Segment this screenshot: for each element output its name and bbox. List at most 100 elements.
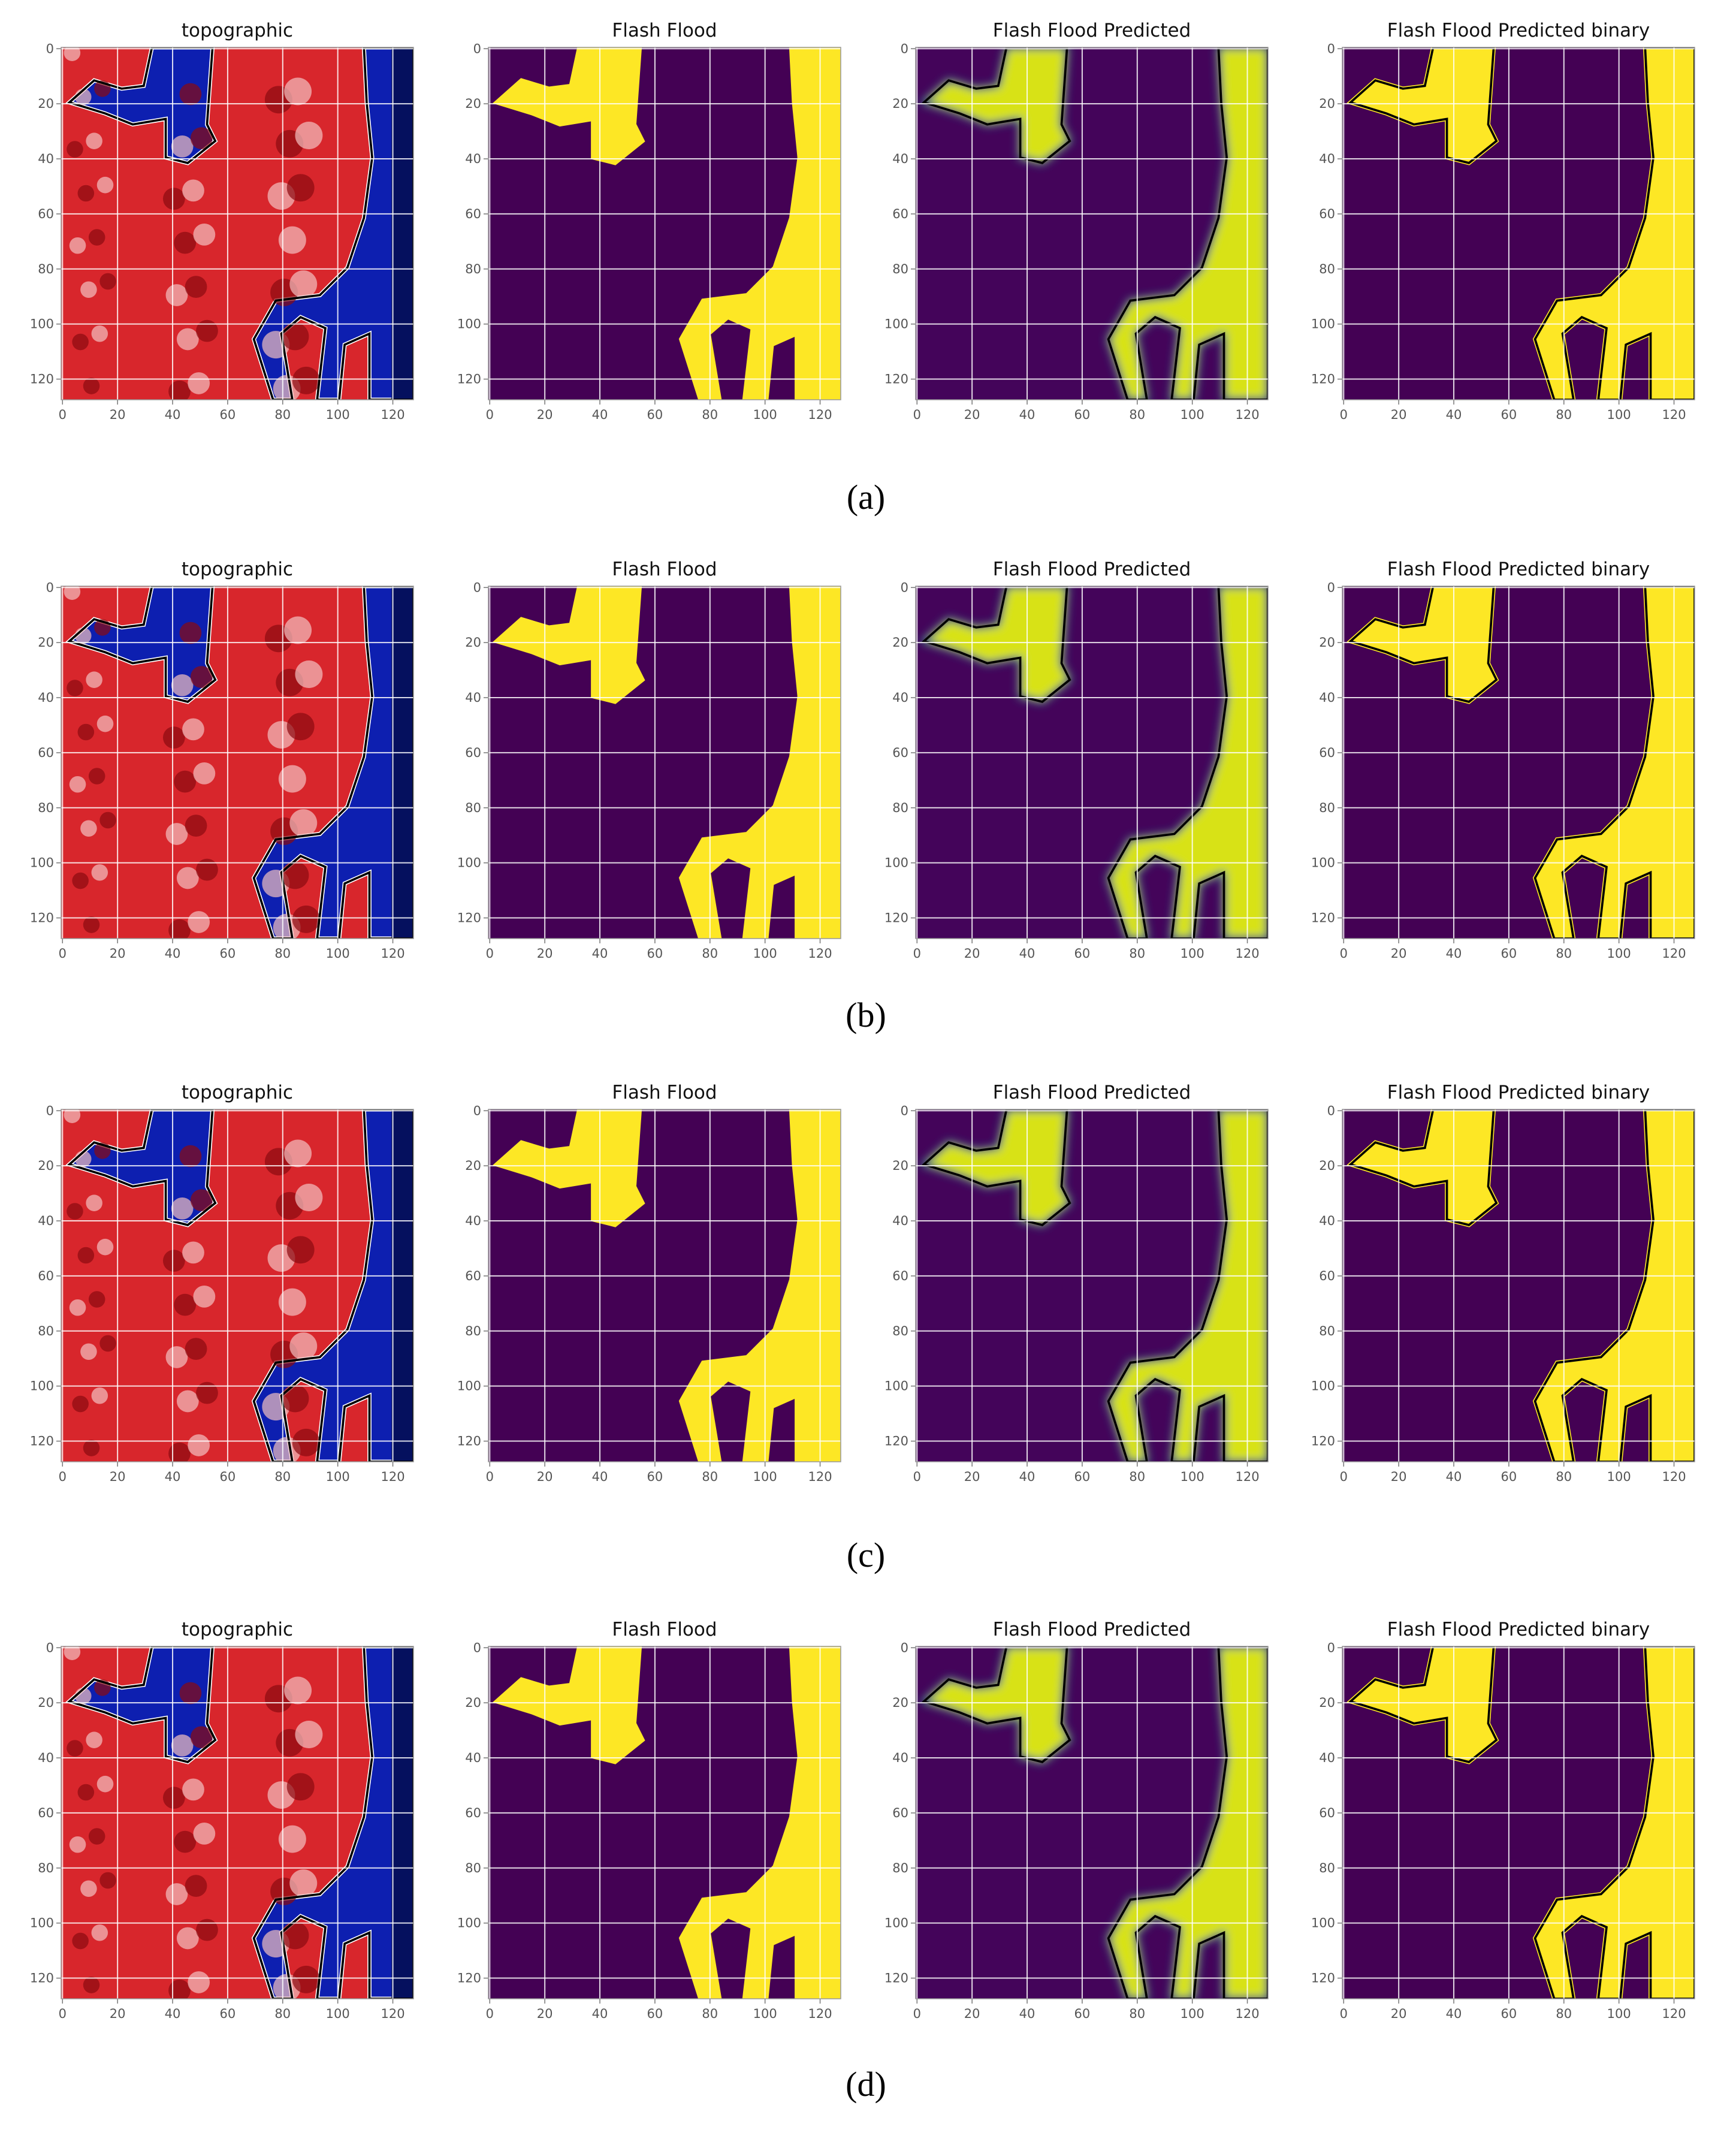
- texture: [96, 715, 114, 732]
- x-tick-label: 20: [964, 946, 980, 961]
- texture: [67, 1203, 83, 1220]
- x-tick-label: 0: [59, 2007, 67, 2021]
- flood-area: [678, 586, 841, 939]
- contour-line: [252, 1646, 413, 1999]
- y-tick-label: 0: [901, 1640, 908, 1655]
- panel: 0 20 40 60 80 100 120 0 20 40 60 80 100 120 topographi…: [30, 1082, 414, 1484]
- contour-line: [922, 1109, 1071, 1226]
- texture: [193, 224, 216, 246]
- texture: [88, 1291, 105, 1308]
- y-tick-label: 100: [457, 317, 481, 331]
- y-tick-label: 40: [1319, 690, 1335, 705]
- texture: [281, 322, 309, 351]
- x-tick-label: 120: [1236, 1470, 1260, 1484]
- y-tick-label: 20: [1319, 1696, 1335, 1710]
- x-tick-label: 60: [1074, 2007, 1091, 2021]
- y-tick-label: 100: [30, 1379, 54, 1393]
- y-tick-label: 100: [30, 317, 54, 331]
- y-tick-label: 20: [465, 635, 481, 650]
- contour: [67, 586, 413, 939]
- texture: [286, 713, 315, 741]
- x-tick-label: 80: [1556, 946, 1572, 961]
- y-tick-label: 60: [465, 1269, 481, 1283]
- texture: [190, 1189, 213, 1211]
- y-tick-label: 60: [465, 1806, 481, 1820]
- x-tick-label: 60: [1074, 408, 1091, 422]
- x-tick-label: 120: [808, 408, 832, 422]
- caption: (c): [847, 1535, 885, 1574]
- texture: [182, 1778, 204, 1801]
- x-tick-label: 20: [1391, 946, 1407, 961]
- x-tick-label: 60: [220, 408, 236, 422]
- image: [488, 1109, 841, 1462]
- x-tick-label: 120: [808, 1470, 832, 1484]
- x-tick-label: 0: [1340, 2007, 1348, 2021]
- x-tick-label: 80: [702, 946, 718, 961]
- x-tick-label: 100: [326, 946, 350, 961]
- texture: [286, 174, 315, 202]
- y-tick-label: 80: [465, 1861, 481, 1875]
- axes-frame: [61, 1646, 414, 1999]
- x-tick-label: 0: [486, 2007, 494, 2021]
- contour: [922, 586, 1268, 939]
- image: [916, 586, 1268, 939]
- panel: 0 20 40 60 80 100 120 0 20 40 60 80 100 120 Flash Floo…: [1311, 1619, 1695, 2021]
- y-tick-label: 40: [1319, 1214, 1335, 1228]
- panel: 0 20 40 60 80 100 120 0 20 40 60 80 100 120 Flash Floo…: [457, 1082, 841, 1484]
- y-tick-label: 40: [465, 152, 481, 166]
- texture: [179, 622, 202, 644]
- x-tick-label: 20: [110, 408, 126, 422]
- contour-line: [67, 1646, 217, 1763]
- axes-frame: [915, 47, 1269, 400]
- y-tick-label: 0: [46, 580, 54, 595]
- x-tick-label: 20: [537, 408, 553, 422]
- contour-line: [1107, 47, 1268, 400]
- texture: [77, 185, 95, 202]
- x-tick-label: 40: [592, 1470, 608, 1484]
- y-tick-label: 20: [465, 1159, 481, 1173]
- contour: [1348, 1109, 1695, 1462]
- y-tick-label: 60: [38, 746, 54, 760]
- panel: 0 20 40 60 80 100 120 0 20 40 60 80 100 120 Flash Floo…: [457, 20, 841, 422]
- image: [61, 1646, 413, 1999]
- chart-title: topographic: [182, 559, 293, 580]
- image: [488, 47, 841, 400]
- y-tick-label: 120: [457, 911, 481, 925]
- x-tick-label: 60: [220, 2007, 236, 2021]
- x-tick-label: 20: [110, 946, 126, 961]
- texture: [86, 1731, 102, 1748]
- texture: [88, 768, 105, 785]
- contour: [922, 1109, 1268, 1462]
- y-tick-label: 0: [473, 41, 481, 56]
- image: [916, 47, 1268, 400]
- texture: [281, 1921, 309, 1950]
- texture: [171, 1734, 194, 1757]
- y-tick-label: 60: [38, 1269, 54, 1283]
- contour-line: [1348, 1109, 1498, 1226]
- y-tick-label: 100: [457, 856, 481, 870]
- x-tick-label: 120: [1662, 2007, 1686, 2021]
- y-tick-label: 0: [46, 1640, 54, 1655]
- axes-frame: [488, 47, 841, 400]
- texture: [168, 1979, 191, 1999]
- contour: [1348, 47, 1695, 400]
- axes-frame: [61, 1109, 414, 1462]
- x-tick-label: 0: [1340, 1470, 1348, 1484]
- y-tick-label: 60: [892, 207, 908, 221]
- x-tick-label: 60: [647, 946, 663, 961]
- y-tick-label: 120: [457, 1971, 481, 1986]
- texture: [182, 1241, 204, 1264]
- texture: [77, 1784, 95, 1801]
- x-tick-label: 80: [702, 2007, 718, 2021]
- axes-frame: [488, 1646, 841, 1999]
- texture: [77, 723, 95, 741]
- x-tick-label: 20: [964, 1470, 980, 1484]
- contour: [67, 1109, 413, 1462]
- x-tick-label: 40: [1446, 946, 1462, 961]
- texture: [278, 765, 306, 793]
- x-tick-label: 20: [964, 408, 980, 422]
- texture: [91, 1387, 108, 1404]
- x-tick-label: 20: [110, 2007, 126, 2021]
- y-tick-label: 60: [1319, 1806, 1335, 1820]
